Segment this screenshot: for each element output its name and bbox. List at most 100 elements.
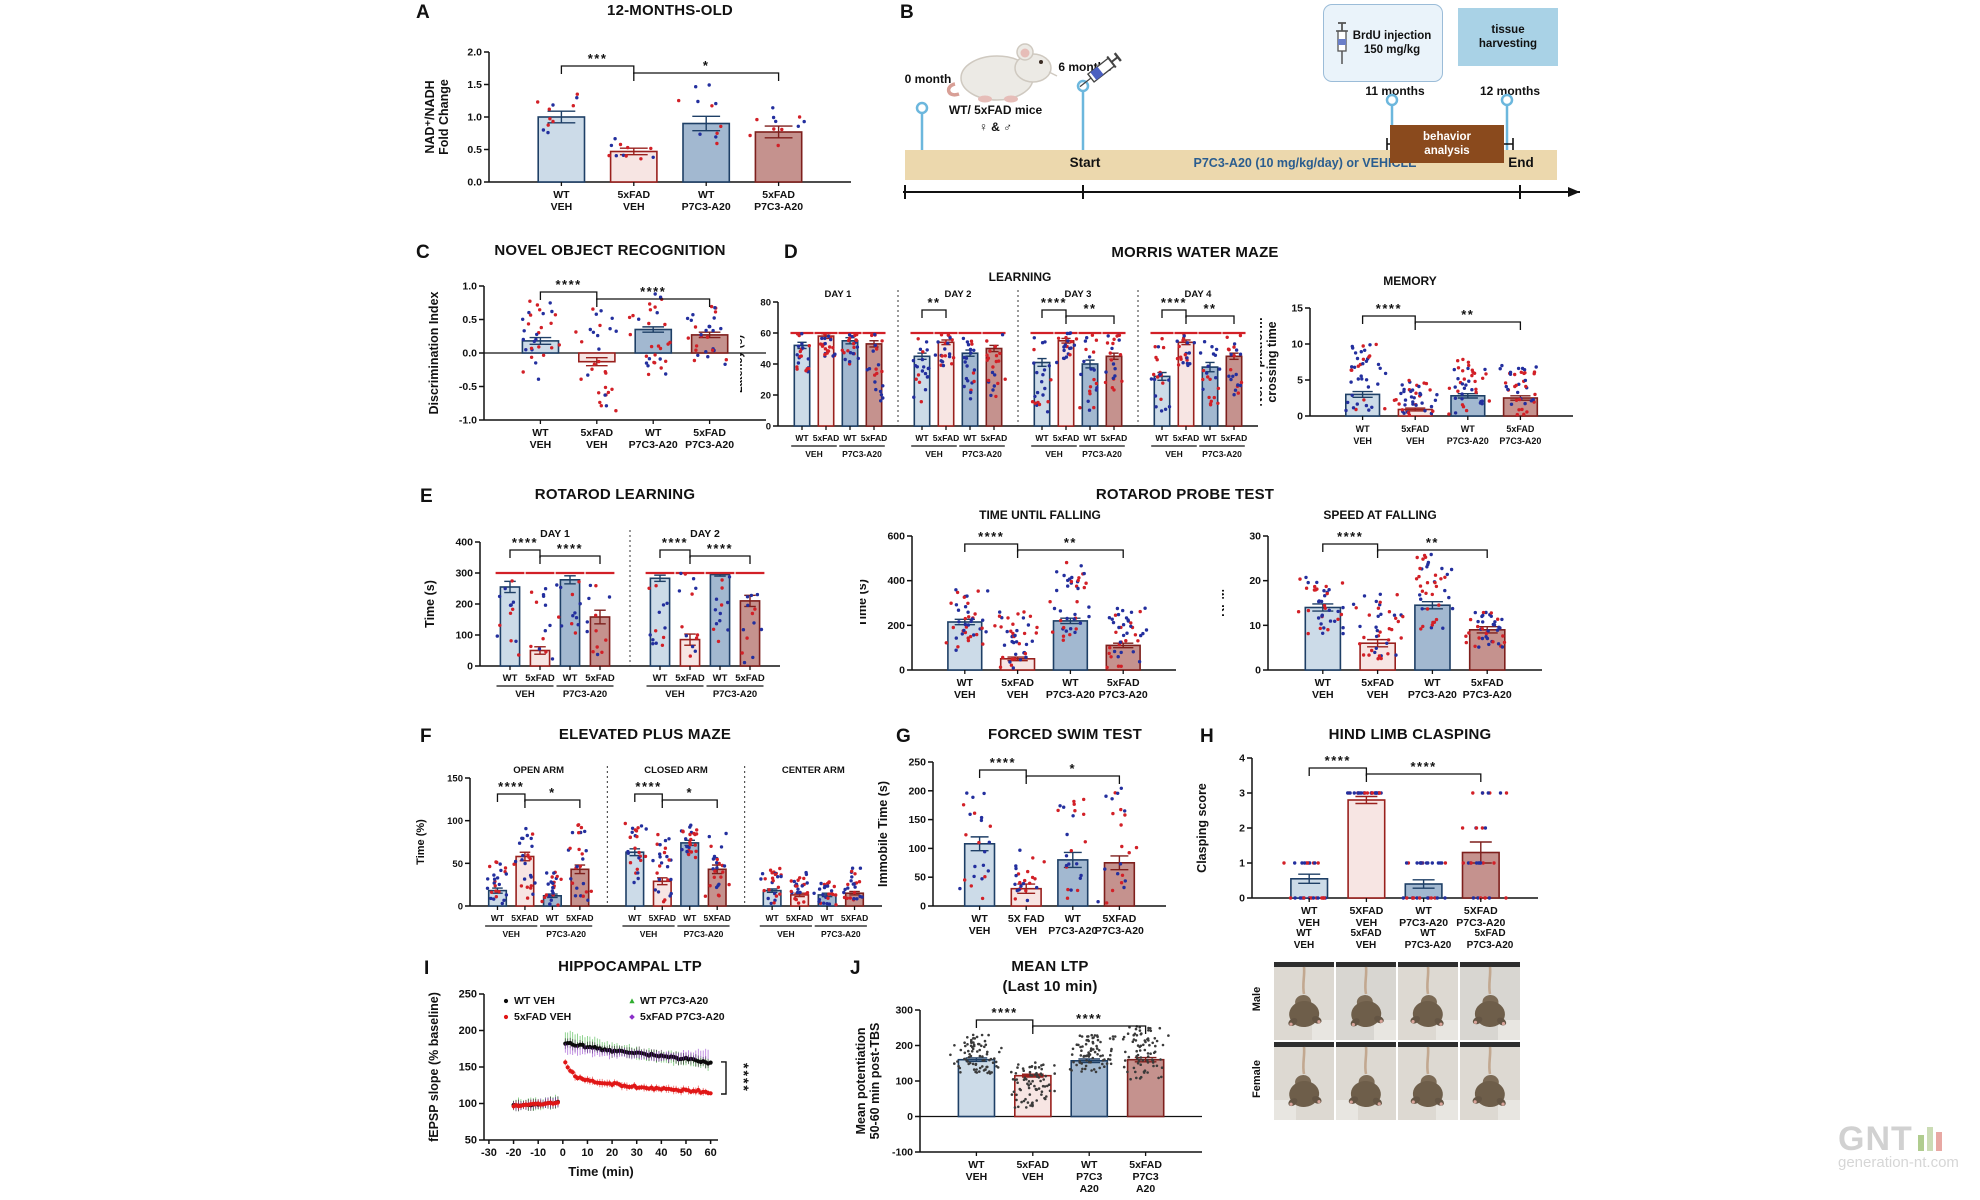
svg-text:CLOSED ARM: CLOSED ARM — [644, 765, 708, 776]
svg-text:Time (s): Time (s) — [860, 579, 869, 627]
svg-text:P7C3-A20: P7C3-A20 — [1202, 449, 1242, 459]
svg-text:5XFAD: 5XFAD — [1464, 905, 1498, 917]
svg-text:5: 5 — [1297, 375, 1303, 387]
svg-text:VEH: VEH — [623, 201, 645, 213]
svg-text:WT: WT — [1065, 913, 1082, 925]
svg-text:0.5: 0.5 — [462, 314, 477, 326]
svg-text:P7C3-A20: P7C3-A20 — [713, 689, 757, 700]
svg-text:**: ** — [1064, 535, 1077, 550]
svg-text:5XFAD: 5XFAD — [566, 913, 593, 923]
panel-a-title: 12-MONTHS-OLD — [607, 2, 733, 19]
svg-text:CENTER ARM: CENTER ARM — [782, 765, 845, 776]
svg-text:200: 200 — [455, 599, 473, 611]
timeline-11-months-label: 11 months — [1365, 84, 1425, 98]
svg-text:50: 50 — [465, 1135, 477, 1147]
timeline-lines — [903, 52, 1580, 199]
svg-text:Fold Change: Fold Change — [437, 79, 451, 155]
svg-text:5XFAD: 5XFAD — [703, 913, 730, 923]
svg-text:P7C3-A20: P7C3-A20 — [1048, 925, 1097, 937]
svg-text:DAY 3: DAY 3 — [1065, 289, 1092, 300]
svg-text:0.5: 0.5 — [467, 144, 482, 156]
watermark-bar-icon — [1917, 1135, 1924, 1152]
panel-b-timeline-diagram: 0 month 6 months 11 months 12 months WT/… — [895, 0, 1635, 235]
svg-text:5xFAD: 5xFAD — [1016, 1159, 1049, 1171]
svg-text:50: 50 — [680, 1147, 692, 1159]
svg-text:VEH: VEH — [1165, 449, 1182, 459]
svg-text:200: 200 — [459, 1025, 477, 1037]
svg-text:-30: -30 — [481, 1147, 497, 1159]
svg-text:****: **** — [1076, 1011, 1102, 1026]
svg-text:**: ** — [1461, 307, 1474, 322]
svg-text:****: **** — [990, 755, 1016, 770]
mouse-photo-drawing — [1398, 962, 1458, 1040]
brdu-label-line1: BrdU injection — [1352, 29, 1432, 42]
watermark-logo: GNT — [1838, 1120, 1913, 1158]
svg-text:15: 15 — [1291, 303, 1303, 315]
svg-text:WT: WT — [563, 673, 578, 684]
svg-text:100: 100 — [455, 630, 473, 642]
svg-text:10: 10 — [1249, 620, 1261, 632]
svg-text:WT: WT — [1315, 677, 1332, 689]
panel-a-letter: A — [416, 2, 430, 23]
svg-text:VEH: VEH — [1298, 917, 1320, 929]
svg-text:10: 10 — [581, 1147, 593, 1159]
panel-h-chart: 0 1 2 3 4 WT VEH 5XFAD VEH WT P7C3-A20 5XFAD P7C3-A2… — [1190, 744, 1558, 952]
svg-text:20: 20 — [606, 1147, 618, 1159]
panel-f-title: ELEVATED PLUS MAZE — [558, 726, 732, 743]
svg-text:P7C3-A20: P7C3-A20 — [685, 439, 734, 451]
photo-column-label: 5xFAD P7C3-A20 — [1466, 928, 1514, 951]
svg-text:VEH: VEH — [640, 929, 657, 939]
svg-text:VEH: VEH — [954, 689, 976, 701]
svg-text:VEH: VEH — [530, 439, 552, 451]
panel-d-memory-chart: 0 5 10 15 WT VEH 5xFAD VEH WT P7C3-A20 5xFAD P7C3-A… — [1260, 292, 1585, 460]
svg-text:VEH: VEH — [1007, 689, 1029, 701]
svg-text:**: ** — [927, 295, 940, 310]
svg-text:WT: WT — [532, 427, 549, 439]
svg-text:VEH: VEH — [925, 449, 942, 459]
svg-text:WT: WT — [971, 913, 988, 925]
svg-text:200: 200 — [895, 1040, 913, 1052]
svg-text:P7C3-A20: P7C3-A20 — [1408, 689, 1457, 701]
svg-text:5xFAD P7C3-A20: 5xFAD P7C3-A20 — [640, 1011, 725, 1023]
svg-text:WT: WT — [957, 677, 974, 689]
svg-text:P7C3-A20: P7C3-A20 — [563, 689, 607, 700]
svg-text:****: **** — [555, 277, 581, 292]
svg-text:VEH: VEH — [502, 929, 519, 939]
clasping-photo — [1398, 1042, 1458, 1120]
panel-d-sub-memory: MEMORY — [1383, 274, 1437, 288]
svg-text:50: 50 — [914, 872, 926, 884]
svg-text:40: 40 — [760, 360, 771, 371]
photo-row-label: Female — [1251, 1060, 1263, 1098]
clasping-photo-grid: WT VEH 5xFAD VEH WT P7C3-A20 5xFAD P7C3-A20 Male… — [1246, 928, 1546, 1140]
panel-e-letter: E — [420, 486, 433, 507]
panel-c-chart: -1.0 -0.5 0.0 0.5 1.0 WT VEH 5xFAD VEH WT P7C3-A20… — [402, 264, 782, 466]
svg-text:5xFAD: 5xFAD — [617, 189, 650, 201]
svg-text:WT: WT — [713, 673, 728, 684]
svg-text:10: 10 — [1291, 339, 1303, 351]
svg-text:WT: WT — [645, 427, 662, 439]
clasping-photo — [1336, 962, 1396, 1040]
svg-text:0: 0 — [467, 661, 473, 673]
svg-text:Clasping score: Clasping score — [1195, 783, 1209, 873]
chart-svg: 01234WTVEH5XFADVEHWTP7C3-A205XFADP7C3-A2… — [1195, 753, 1538, 929]
svg-text:80: 80 — [760, 298, 771, 309]
svg-text:P7C3-A20: P7C3-A20 — [1456, 917, 1505, 929]
svg-text:DAY 1: DAY 1 — [825, 289, 853, 300]
svg-text:0.0: 0.0 — [462, 348, 477, 360]
watermark-bar-icon — [1926, 1127, 1933, 1152]
svg-text:P7C3-A20: P7C3-A20 — [682, 201, 731, 213]
svg-text:VEH: VEH — [1045, 449, 1062, 459]
mouse-photo-drawing — [1460, 962, 1520, 1040]
svg-text:20: 20 — [1249, 575, 1261, 587]
svg-text:0: 0 — [920, 901, 926, 913]
panel-h-letter: H — [1200, 726, 1214, 747]
svg-text:****: **** — [1041, 295, 1067, 310]
svg-text:1.0: 1.0 — [467, 112, 482, 124]
svg-text:5XFAD: 5XFAD — [649, 913, 676, 923]
panel-e-title-probe: ROTAROD PROBE TEST — [1095, 486, 1275, 503]
svg-text:VEH: VEH — [805, 449, 822, 459]
svg-text:P7C3-A20: P7C3-A20 — [1463, 689, 1512, 701]
svg-text:5xFAD: 5xFAD — [762, 189, 795, 201]
svg-text:WT: WT — [546, 913, 560, 923]
